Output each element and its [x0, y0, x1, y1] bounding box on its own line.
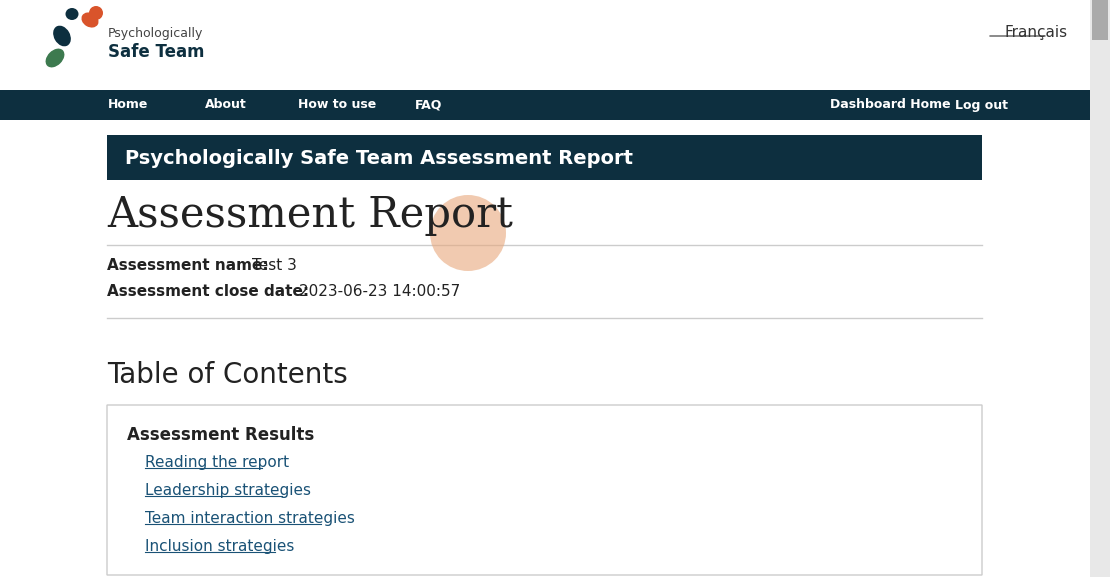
Circle shape — [430, 195, 506, 271]
Circle shape — [88, 6, 103, 20]
Text: How to use: How to use — [298, 99, 376, 111]
Text: Assessment Report: Assessment Report — [108, 194, 513, 236]
FancyBboxPatch shape — [108, 405, 982, 575]
Text: Dashboard Home: Dashboard Home — [830, 99, 951, 111]
Text: Safe Team: Safe Team — [108, 43, 205, 61]
Text: Leadership strategies: Leadership strategies — [144, 482, 311, 497]
Bar — [0, 0, 1090, 90]
Text: Français: Français — [1005, 25, 1068, 40]
Ellipse shape — [65, 8, 78, 20]
Ellipse shape — [53, 25, 71, 46]
Ellipse shape — [82, 13, 99, 28]
Text: 2023-06-23 14:00:57: 2023-06-23 14:00:57 — [299, 284, 460, 299]
Bar — [1090, 0, 1110, 577]
Text: Psychologically: Psychologically — [108, 27, 204, 39]
Text: Test 3: Test 3 — [252, 257, 297, 272]
Text: Team interaction strategies: Team interaction strategies — [144, 511, 355, 526]
Text: Assessment Results: Assessment Results — [127, 426, 315, 444]
Text: Assessment close date:: Assessment close date: — [108, 284, 309, 299]
Text: Table of Contents: Table of Contents — [108, 361, 347, 389]
Text: Inclusion strategies: Inclusion strategies — [144, 538, 295, 553]
Text: Psychologically Safe Team Assessment Report: Psychologically Safe Team Assessment Rep… — [125, 148, 633, 167]
Ellipse shape — [46, 48, 65, 68]
Text: Assessment name:: Assessment name: — [108, 257, 269, 272]
Bar — [0, 90, 1090, 120]
Bar — [1092, 0, 1108, 40]
Text: Home: Home — [108, 99, 148, 111]
Text: Reading the report: Reading the report — [144, 455, 289, 470]
Text: FAQ: FAQ — [416, 99, 442, 111]
Text: Log out: Log out — [955, 99, 1008, 111]
Text: About: About — [205, 99, 246, 111]
Bar — [108, 135, 982, 180]
